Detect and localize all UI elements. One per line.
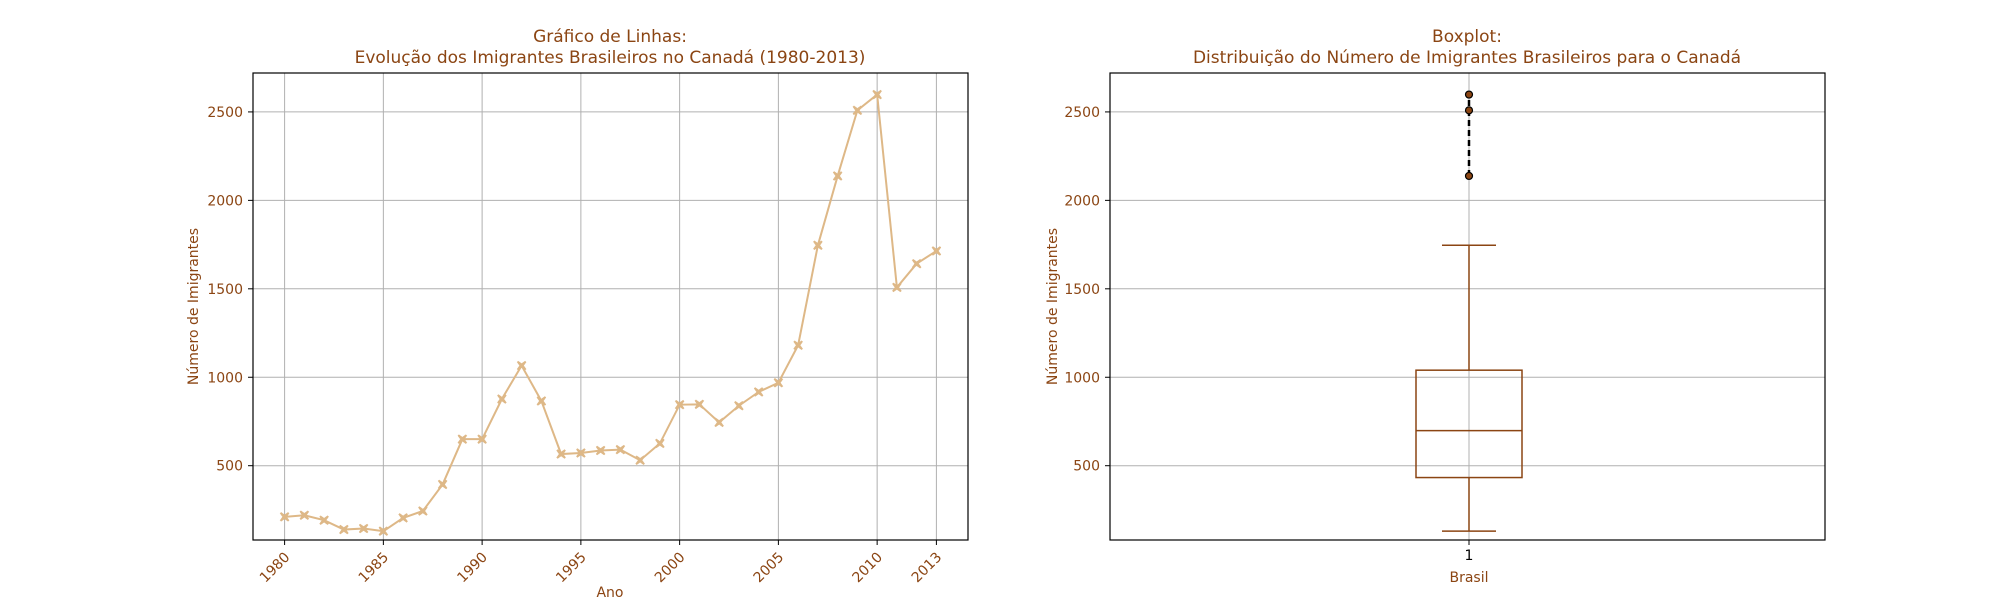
line-chart-grid [253, 73, 968, 540]
line-point [852, 105, 863, 116]
box-chart-title-line1: Boxplot: [1432, 27, 1502, 47]
line-point [674, 399, 685, 410]
line-chart-y-ticks: 500 1000 1500 2000 2500 [207, 105, 253, 475]
box-chart-y-ticks: 500 1000 1500 2000 2500 [1064, 105, 1110, 475]
line-chart-frame [252, 72, 969, 541]
line-point [615, 444, 626, 455]
line-point [813, 240, 823, 251]
box-chart-y-axis-label: Número de Imigrantes [1045, 228, 1061, 385]
line-point [734, 400, 744, 411]
line-chart-y-tick-label: 2000 [207, 193, 243, 209]
line-point [516, 360, 527, 371]
line-point [556, 449, 566, 459]
box-chart-y-tick-label: 2000 [1064, 193, 1100, 209]
box-chart-y-tick-label: 1000 [1064, 370, 1100, 386]
line-point [931, 246, 942, 256]
line-chart-x-ticks: 1980 1985 1990 1995 2000 2005 2010 2013 [257, 540, 945, 586]
line-point [398, 513, 408, 523]
line-point [714, 417, 724, 428]
line-chart-y-axis-label: Número de Imigrantes [186, 228, 202, 385]
line-chart-y-tick-label: 1500 [207, 282, 243, 298]
box-flier-point [1464, 171, 1474, 181]
line-point [536, 396, 547, 406]
line-chart-x-tick-label: 1990 [454, 550, 491, 587]
line-chart-y-tick-label: 2500 [207, 105, 243, 121]
line-chart-x-axis-label: Ano [596, 585, 623, 600]
line-point [457, 434, 468, 444]
line-point [911, 258, 922, 269]
line-point [595, 445, 606, 456]
line-point [339, 524, 349, 535]
line-series [284, 92, 937, 533]
line-point [694, 399, 705, 410]
line-point [872, 89, 882, 100]
line-chart-x-tick-label: 2005 [751, 550, 788, 587]
line-chart-x-tick-label: 2010 [849, 550, 886, 587]
box-chart: Boxplot: Distribuição do Número de Imigr… [1045, 27, 1826, 586]
line-chart-x-tick-label: 1995 [553, 550, 590, 587]
line-point [497, 394, 507, 404]
line-chart-plot-area [279, 89, 942, 536]
line-chart-x-tick-label: 2013 [909, 550, 946, 587]
box-flier-point [1464, 90, 1474, 99]
box-chart-y-tick-label: 500 [1073, 459, 1100, 475]
line-chart-x-tick-label: 2000 [652, 550, 689, 587]
box-chart-y-tick-label: 1500 [1064, 282, 1100, 298]
box-chart-x-ticks: 1 [1465, 540, 1474, 564]
box-chart-x-axis-label: Brasil [1449, 570, 1488, 586]
line-point [773, 377, 784, 388]
line-chart: Gráfico de Linhas: Evolução dos Imigrant… [186, 27, 969, 600]
line-point [635, 455, 645, 466]
line-point [477, 434, 487, 444]
box-iqr [1415, 369, 1523, 479]
line-chart-title-line2: Evolução dos Imigrantes Brasileiros no C… [355, 48, 866, 68]
line-chart-x-tick-label: 1985 [356, 550, 393, 587]
line-chart-title-line1: Gráfico de Linhas: [533, 27, 687, 47]
line-point [378, 526, 389, 536]
line-point [892, 282, 902, 293]
line-point [418, 506, 428, 516]
line-point [576, 448, 586, 458]
line-chart-x-tick-label: 1980 [257, 550, 294, 587]
line-point [793, 340, 803, 351]
line-point [753, 387, 764, 397]
line-point [299, 510, 310, 521]
box-chart-plot-area [1415, 90, 1523, 532]
line-point [358, 523, 369, 534]
box-flier-point [1464, 106, 1474, 115]
line-point [279, 512, 290, 522]
line-chart-y-tick-label: 1000 [207, 370, 243, 386]
line-chart-y-tick-label: 500 [216, 459, 243, 475]
box-chart-x-tick-label: 1 [1465, 548, 1474, 564]
line-point [832, 171, 843, 181]
box-chart-title-line2: Distribuição do Número de Imigrantes Bra… [1193, 48, 1741, 68]
box-chart-frame [1109, 72, 1826, 541]
box-chart-y-tick-label: 2500 [1064, 105, 1100, 121]
line-point [319, 515, 329, 526]
box-chart-grid [1110, 73, 1825, 540]
line-point [437, 479, 448, 490]
line-point [655, 438, 665, 449]
